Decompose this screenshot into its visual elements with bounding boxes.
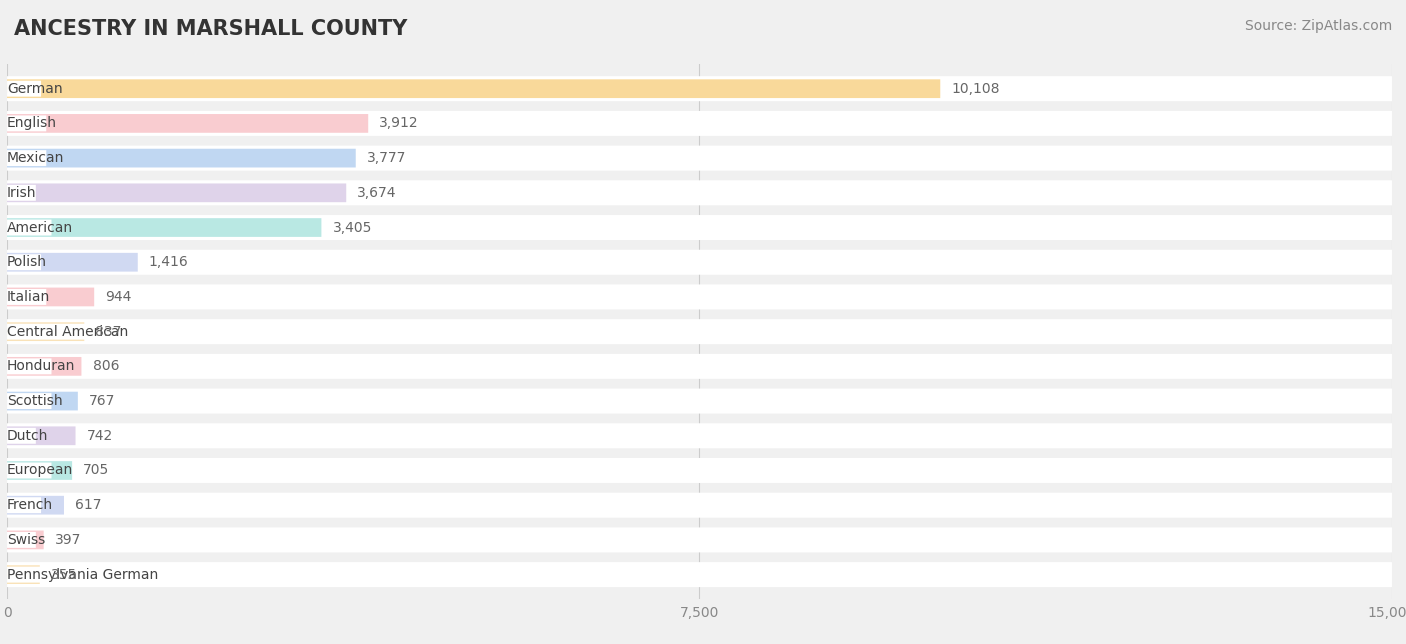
FancyBboxPatch shape [7,496,65,515]
FancyBboxPatch shape [7,462,52,478]
FancyBboxPatch shape [7,215,1392,240]
FancyBboxPatch shape [7,497,41,513]
Text: Source: ZipAtlas.com: Source: ZipAtlas.com [1244,19,1392,33]
Text: 617: 617 [75,498,101,512]
FancyBboxPatch shape [7,288,94,307]
FancyBboxPatch shape [7,253,138,272]
Text: Swiss: Swiss [7,533,45,547]
FancyBboxPatch shape [7,111,1392,136]
FancyBboxPatch shape [7,250,1392,275]
FancyBboxPatch shape [7,115,46,131]
FancyBboxPatch shape [7,562,1392,587]
FancyBboxPatch shape [7,565,39,584]
FancyBboxPatch shape [7,80,41,97]
Text: Scottish: Scottish [7,394,63,408]
Text: Irish: Irish [7,186,37,200]
Text: English: English [7,117,58,130]
Text: 767: 767 [89,394,115,408]
Text: ANCESTRY IN MARSHALL COUNTY: ANCESTRY IN MARSHALL COUNTY [14,19,408,39]
FancyBboxPatch shape [7,428,35,444]
FancyBboxPatch shape [7,461,72,480]
Text: Mexican: Mexican [7,151,65,165]
Text: 705: 705 [83,464,110,477]
FancyBboxPatch shape [7,319,1392,344]
FancyBboxPatch shape [7,324,93,339]
Text: 355: 355 [51,567,77,582]
FancyBboxPatch shape [7,146,1392,171]
Text: 837: 837 [96,325,122,339]
FancyBboxPatch shape [7,388,1392,413]
FancyBboxPatch shape [7,354,1392,379]
Text: Central American: Central American [7,325,128,339]
Text: 3,405: 3,405 [332,220,371,234]
FancyBboxPatch shape [7,76,1392,101]
FancyBboxPatch shape [7,289,46,305]
Text: 944: 944 [105,290,132,304]
FancyBboxPatch shape [7,423,1392,448]
FancyBboxPatch shape [7,532,35,548]
FancyBboxPatch shape [7,322,84,341]
Text: German: German [7,82,63,96]
Text: 10,108: 10,108 [952,82,1000,96]
Text: Polish: Polish [7,255,46,269]
FancyBboxPatch shape [7,392,77,410]
Text: 742: 742 [87,429,112,443]
FancyBboxPatch shape [7,254,41,270]
FancyBboxPatch shape [7,149,356,167]
FancyBboxPatch shape [7,393,52,409]
FancyBboxPatch shape [7,426,76,445]
Text: 397: 397 [55,533,82,547]
FancyBboxPatch shape [7,285,1392,310]
Text: European: European [7,464,73,477]
Text: French: French [7,498,53,512]
FancyBboxPatch shape [7,359,52,374]
FancyBboxPatch shape [7,180,1392,205]
FancyBboxPatch shape [7,357,82,375]
Text: Dutch: Dutch [7,429,48,443]
Text: 3,777: 3,777 [367,151,406,165]
FancyBboxPatch shape [7,184,346,202]
FancyBboxPatch shape [7,150,46,166]
Text: Pennsylvania German: Pennsylvania German [7,567,159,582]
FancyBboxPatch shape [7,527,1392,553]
Text: 806: 806 [93,359,120,374]
FancyBboxPatch shape [7,567,108,583]
Text: Honduran: Honduran [7,359,76,374]
Text: American: American [7,220,73,234]
Text: 3,912: 3,912 [380,117,419,130]
Text: Italian: Italian [7,290,51,304]
FancyBboxPatch shape [7,458,1392,483]
Text: 3,674: 3,674 [357,186,396,200]
FancyBboxPatch shape [7,114,368,133]
FancyBboxPatch shape [7,185,35,201]
FancyBboxPatch shape [7,79,941,98]
FancyBboxPatch shape [7,220,52,236]
FancyBboxPatch shape [7,493,1392,518]
FancyBboxPatch shape [7,218,322,237]
Text: 1,416: 1,416 [149,255,188,269]
FancyBboxPatch shape [7,531,44,549]
